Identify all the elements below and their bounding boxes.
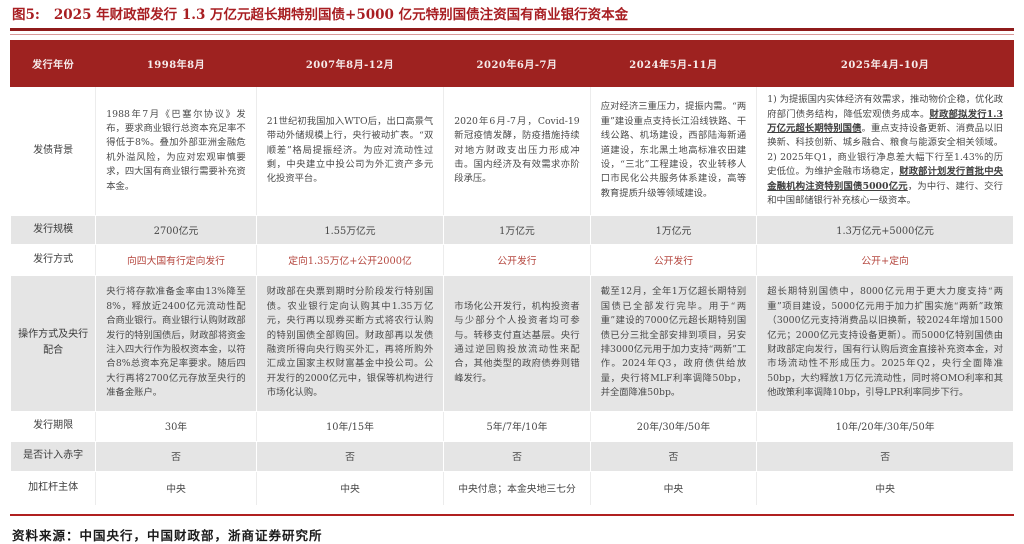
figure-title-text: 2025 年财政部发行 1.3 万亿元超长期特别国债+5000 亿元特别国债注资… [53,7,629,23]
row-term: 发行期限 30年 10年/15年 5年/7年/10年 20年/30年/50年 1… [9,410,1014,442]
cell-deficit-1998: 否 [95,440,257,472]
figure-label: 图5: [12,7,40,23]
cell-scale-1998: 2700亿元 [95,214,257,245]
row-method: 发行方式 向四大国有行定向发行 定向1.35万亿+公开2000亿 公开发行 公开… [9,243,1014,276]
special-bond-issuance-table: 发行年份 1998年8月 2007年8月-12月 2020年6月-7月 2024… [9,40,1014,506]
header-year-label: 发行年份 [9,40,97,88]
header-1998: 1998年8月 [95,40,257,88]
cell-method-2007: 定向1.35万亿+公开2000亿 [255,243,445,276]
cell-background-1998: 1988年7月《巴塞尔协议》发布，要求商业银行总资本充足率不得低于8%。叠加外部… [95,86,257,216]
background-2025-text: 。重点支持设备更新、消费品以旧换新、科技创新、城乡融合、粮食与能源安全相关领域。… [767,123,1003,178]
row-label-operation: 操作方式及央行配合 [9,274,97,412]
row-label-leverage: 加杠杆主体 [9,470,97,506]
cell-method-2025: 公开+定向 [756,243,1014,276]
row-label-scale: 发行规模 [9,214,97,245]
row-label-deficit: 是否计入赤字 [9,440,97,472]
cell-term-2025: 10年/20年/30年/50年 [756,410,1014,442]
background-2025-text: 1) 为提振国内实体经济有效需求，推动物价企稳，优化政府部门债务结构，降低宏观债… [767,94,1003,120]
cell-leverage-2007: 中央 [255,470,445,506]
cell-operation-2020: 市场化公开发行，机构投资者与少部分个人投资者均可参与。转移支付直达基层。央行通过… [443,274,591,412]
cell-background-2020: 2020年6月-7月，Covid-19新冠疫情发酵，防疫措施持续对地方财政支出压… [443,86,591,216]
row-operation: 操作方式及央行配合 央行将存款准备金率由13%降至8%，释放近2400亿元流动性… [9,274,1014,412]
header-2024: 2024年5月-11月 [589,40,758,88]
cell-scale-2020: 1万亿元 [443,214,591,245]
row-scale: 发行规模 2700亿元 1.55万亿元 1万亿元 1万亿元 1.3万亿元+500… [9,214,1014,245]
cell-method-2020: 公开发行 [443,243,591,276]
row-background: 发债背景 1988年7月《巴塞尔协议》发布，要求商业银行总资本充足率不得低于8%… [9,86,1014,216]
title-divider-thin [10,34,1014,36]
row-label-background: 发债背景 [9,86,97,216]
header-2020: 2020年6月-7月 [443,40,591,88]
figure-title: 图5: 2025 年财政部发行 1.3 万亿元超长期特别国债+5000 亿元特别国… [10,5,1014,25]
table-bottom-divider [10,513,1014,516]
report-figure-page: 图5: 2025 年财政部发行 1.3 万亿元超长期特别国债+5000 亿元特别国… [9,5,1014,543]
header-2007: 2007年8月-12月 [255,40,445,88]
row-leverage: 加杠杆主体 中央 中央 中央付息；本金央地三七分 中央 中央 [9,470,1014,506]
cell-operation-1998: 央行将存款准备金率由13%降至8%，释放近2400亿元流动性配合商业银行。商业银… [95,274,257,412]
cell-scale-2025: 1.3万亿元+5000亿元 [756,214,1014,245]
cell-leverage-2024: 中央 [589,470,758,506]
row-label-term: 发行期限 [9,410,97,442]
row-deficit: 是否计入赤字 否 否 否 否 否 [9,440,1014,472]
cell-method-2024: 公开发行 [589,243,758,276]
cell-deficit-2020: 否 [443,440,591,472]
cell-leverage-2020: 中央付息；本金央地三七分 [443,470,591,506]
cell-scale-2024: 1万亿元 [589,214,758,245]
title-divider-thick [10,28,1014,32]
cell-background-2007: 21世纪初我国加入WTO后，出口高景气带动外储规模上行，央行被动扩表。“双顺差”… [255,86,445,216]
cell-term-2020: 5年/7年/10年 [443,410,591,442]
row-label-method: 发行方式 [9,243,97,276]
source-line: 资料来源：中国央行，中国财政部，浙商证券研究所 [10,525,1014,544]
background-2025-text: ，为中行、建行、交行和中国邮储银行补充核心一级资本。 [767,180,1003,207]
header-2025: 2025年4月-10月 [756,40,1014,88]
source-label: 资料来源： [12,527,80,543]
cell-background-2025: 1) 为提振国内实体经济有效需求，推动物价企稳，优化政府部门债务结构，降低宏观债… [756,86,1014,216]
background-2025-underline-1: 财政部拟发行1.3万亿元超长期特别国债 [767,108,1003,135]
cell-term-1998: 30年 [95,410,257,442]
cell-deficit-2007: 否 [255,440,445,472]
background-2025-underline-2: 财政部计划发行首批中央金融机构注资特别国债5000亿元 [767,166,1003,192]
cell-leverage-2025: 中央 [756,470,1014,506]
cell-term-2007: 10年/15年 [255,410,445,442]
cell-method-1998: 向四大国有行定向发行 [95,243,257,276]
cell-term-2024: 20年/30年/50年 [589,410,758,442]
cell-deficit-2025: 否 [756,440,1014,472]
cell-background-2024: 应对经济三重压力，提振内需。“两重”建设重点支持长江沿线铁路、干线公路、机场建设… [589,86,758,216]
cell-operation-2024: 截至12月，全年1万亿超长期特别国债已全部发行完毕。用于“两重”建设的7000亿… [589,274,758,412]
cell-operation-2025: 超长期特别国债中，8000亿元用于更大力度支持“两重”项目建设，5000亿元用于… [756,274,1014,412]
source-text: 中国央行，中国财政部，浙商证券研究所 [79,527,323,543]
cell-deficit-2024: 否 [589,440,758,472]
table-header-row: 发行年份 1998年8月 2007年8月-12月 2020年6月-7月 2024… [9,40,1014,88]
cell-scale-2007: 1.55万亿元 [255,214,445,245]
cell-operation-2007: 财政部在央票到期时分阶段发行特别国债。农业银行定向认购其中1.35万亿元，央行再… [255,274,445,412]
cell-leverage-1998: 中央 [95,470,257,506]
